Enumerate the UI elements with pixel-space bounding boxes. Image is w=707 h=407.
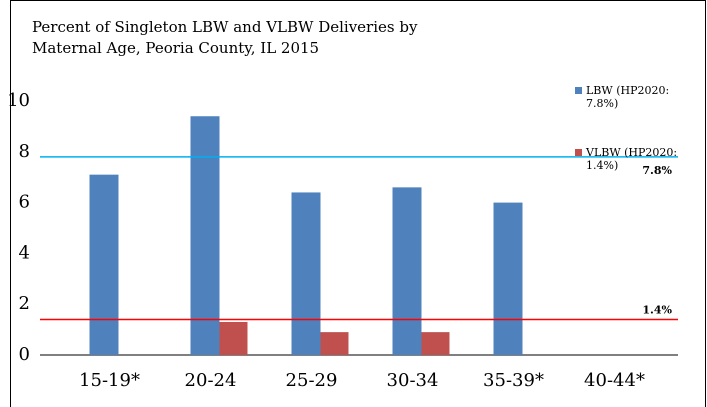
chart-title: Maternal Age, Peoria County, IL 2015 [32, 39, 319, 57]
bar [392, 187, 422, 355]
legend-label: LBW (HP2020: 7.8%) [586, 84, 670, 110]
bar [291, 192, 321, 355]
bar [190, 116, 220, 356]
y-tick-label: 2 [19, 293, 30, 314]
x-tick-label: 20-24 [185, 370, 237, 391]
bar [493, 202, 523, 355]
legend-label: VLBW (HP2020: 1.4%) [586, 146, 678, 172]
reference-label: 1.4% [642, 303, 672, 316]
y-tick-label: 8 [19, 141, 30, 162]
y-tick-label: 6 [19, 192, 30, 213]
bar [219, 321, 248, 355]
y-tick-label: 4 [19, 242, 30, 263]
bar [320, 332, 349, 355]
x-tick-label: 25-29 [286, 370, 338, 391]
legend-swatch [575, 87, 582, 94]
y-tick-label: 0 [19, 344, 30, 365]
bar [421, 332, 450, 355]
x-tick-label: 35-39* [483, 370, 544, 391]
y-tick-label: 10 [7, 90, 30, 111]
reference-label: 7.8% [642, 164, 672, 177]
legend-swatch [575, 149, 582, 156]
x-tick-label: 40-44* [584, 370, 645, 391]
legend-item: LBW (HP2020: 7.8%) [575, 84, 685, 110]
bar [89, 174, 119, 355]
x-tick-label: 15-19* [79, 370, 140, 391]
x-tick-label: 30-34 [387, 370, 439, 391]
frame [10, 0, 706, 407]
chart-title: Percent of Singleton LBW and VLBW Delive… [32, 18, 418, 36]
legend-item: VLBW (HP2020: 1.4%) [575, 146, 685, 172]
